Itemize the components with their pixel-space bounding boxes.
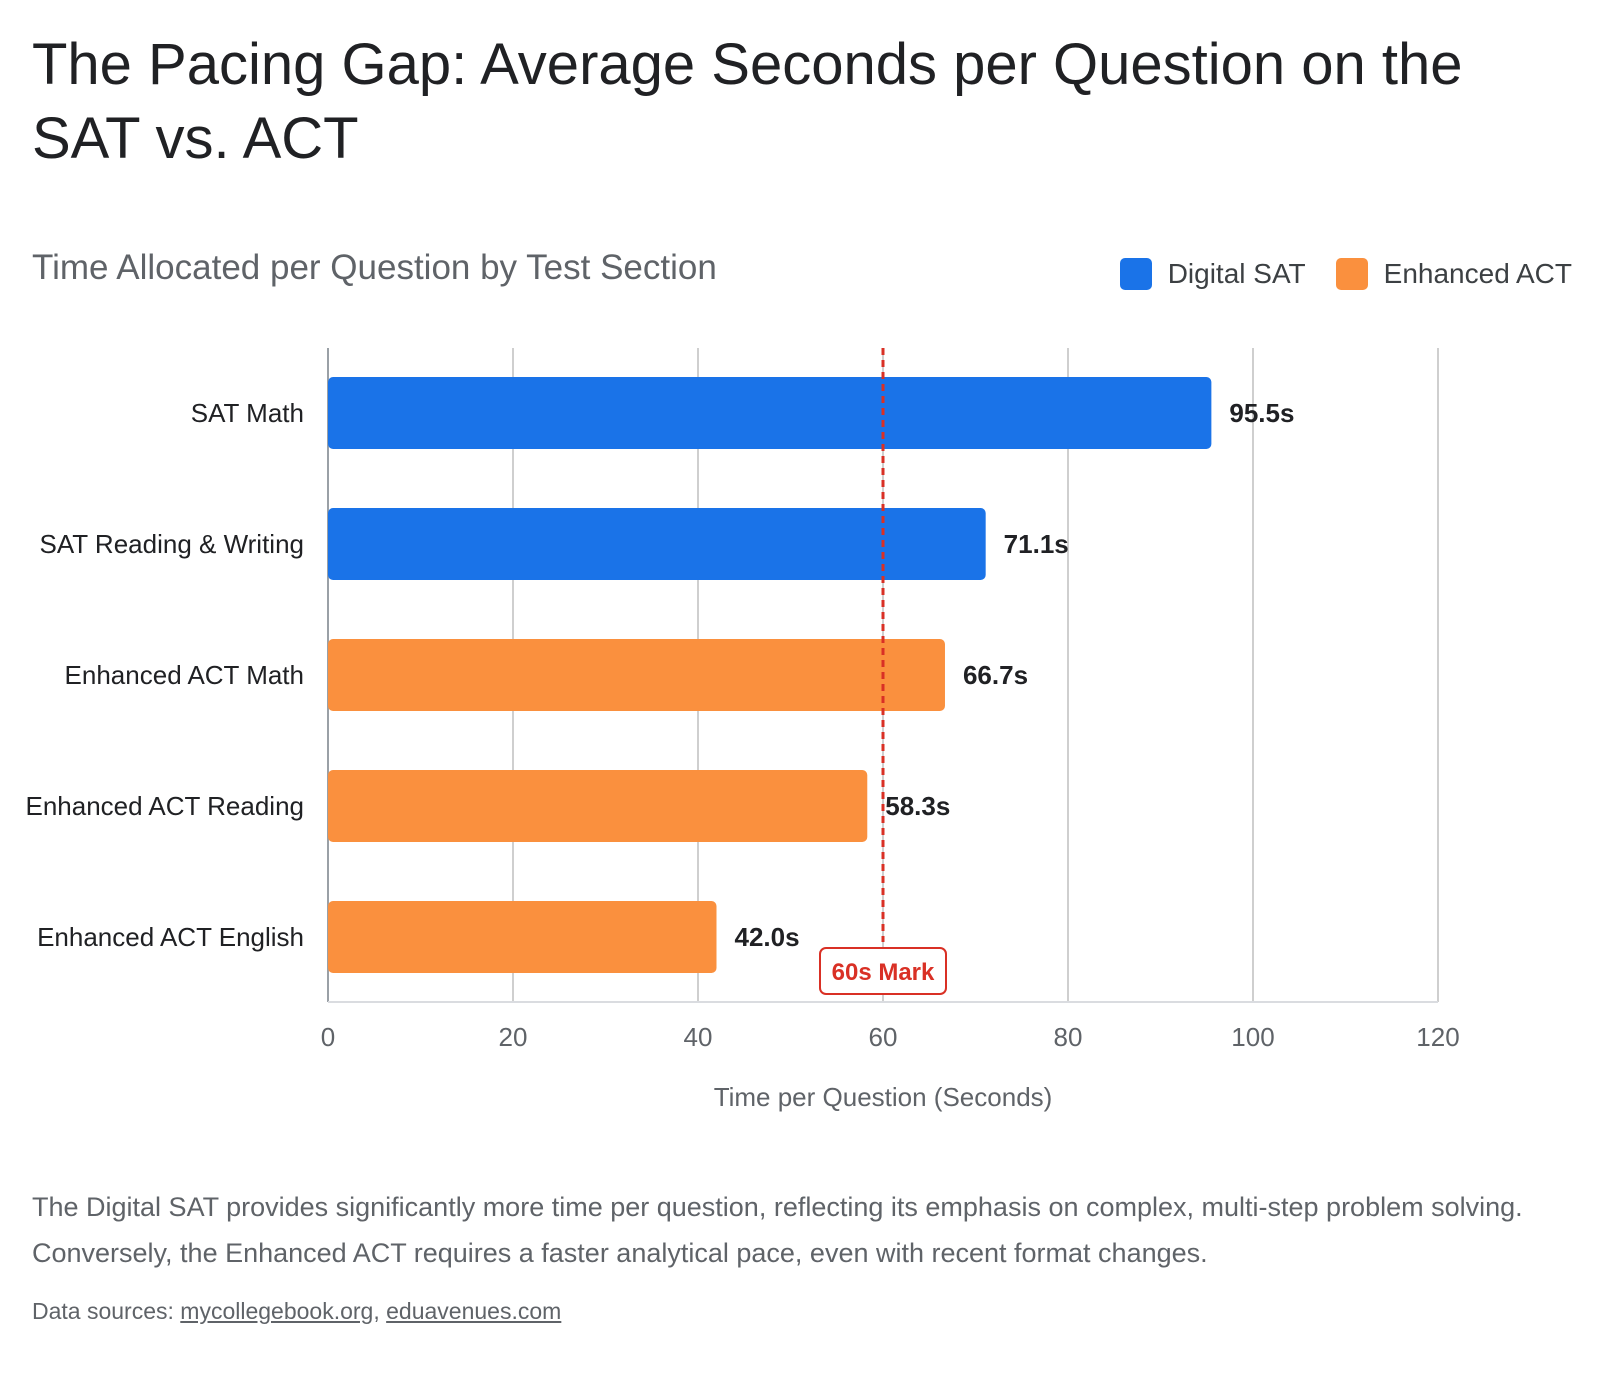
legend-swatch-digital-sat [1119,258,1152,290]
legend-item-digital-sat: Digital SAT [1119,258,1306,290]
source-link-eduavenues[interactable]: eduavenues.com [386,1298,562,1324]
source-link-mycollegebook[interactable]: mycollegebook.org [180,1298,374,1324]
y-category-label: SAT Reading & Writing [40,529,304,559]
bar-value-label: 71.1s [1004,529,1069,559]
y-category-label: Enhanced ACT Math [65,660,304,690]
reference-line-label: 60s Mark [832,959,935,986]
x-tick-label: 40 [684,1022,713,1052]
y-category-label: Enhanced ACT English [37,922,304,952]
bar [328,639,945,711]
x-tick-label: 100 [1231,1022,1274,1052]
x-axis-label: Time per Question (Seconds) [714,1082,1053,1112]
x-tick-label: 120 [1416,1022,1459,1052]
legend-swatch-enhanced-act [1335,258,1368,290]
chart-title: Time Allocated per Question by Test Sect… [32,248,717,287]
bar-value-label: 95.5s [1229,398,1294,428]
x-tick-label: 0 [321,1022,335,1052]
legend-label-enhanced-act: Enhanced ACT [1383,258,1572,289]
bar [328,508,986,580]
data-sources: Data sources: mycollegebook.org, eduaven… [32,1298,561,1325]
bar-value-label: 58.3s [885,791,950,821]
reference-line-label-box [819,947,947,995]
legend-label-digital-sat: Digital SAT [1167,258,1306,289]
page-title: The Pacing Gap: Average Seconds per Ques… [32,32,1463,171]
sources-prefix: Data sources: [32,1298,181,1324]
bar-chart: 0 20 40 60 80 100 120 SAT Math 95.5s SAT Reading … [26,348,1460,1112]
bar [328,901,717,973]
x-tick-label: 60 [869,1022,898,1052]
x-tick-label: 20 [499,1022,528,1052]
bar-value-label: 66.7s [963,660,1028,690]
chart-caption: The Digital SAT provides significantly m… [32,1192,1523,1268]
bar [328,770,868,842]
y-category-label: Enhanced ACT Reading [26,791,305,821]
chart-legend: Digital SAT Enhanced ACT [1090,258,1572,290]
sources-separator: , [373,1298,387,1324]
legend-item-enhanced-act: Enhanced ACT [1335,258,1572,290]
bar [328,377,1212,449]
x-tick-label: 80 [1054,1022,1083,1052]
bar-value-label: 42.0s [735,922,800,952]
y-category-label: SAT Math [191,398,304,428]
